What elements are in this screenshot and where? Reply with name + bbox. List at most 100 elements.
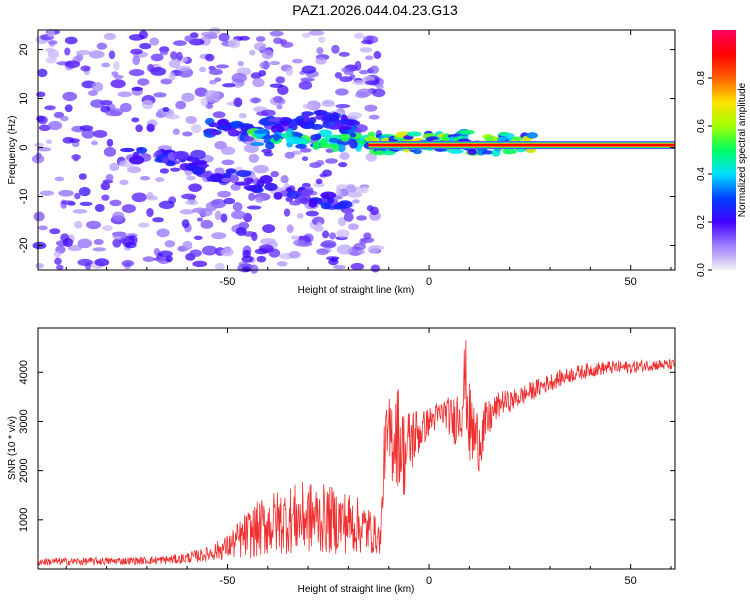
- spectrogram-cell: [249, 49, 256, 56]
- spectrogram-cell: [54, 176, 65, 182]
- spectrogram-cell: [128, 69, 145, 77]
- spectrogram-xlabel: Height of straight line (km): [298, 285, 415, 296]
- spectrogram-cell: [349, 132, 357, 138]
- spectrogram-cell: [162, 106, 170, 113]
- spectrogram-cell: [181, 92, 195, 102]
- spectrogram-cell: [208, 79, 217, 85]
- spectrogram-cell: [301, 65, 317, 74]
- spectrogram-cell: [79, 201, 93, 207]
- spectrogram-cell: [36, 147, 52, 152]
- spectrogram-cell: [283, 208, 291, 217]
- spectrogram-cell: [338, 200, 353, 209]
- colorbar-tick-label: 0.2: [696, 215, 707, 229]
- spectrogram-cell: [214, 210, 222, 221]
- colorbar-tick-label: 0.4: [696, 167, 707, 181]
- spectrogram-cell: [286, 224, 294, 234]
- spectrogram-cell: [100, 105, 111, 113]
- spectrogram-cell: [328, 123, 341, 130]
- spectrogram-cell: [370, 264, 381, 273]
- spectrogram-cell: [185, 165, 195, 171]
- spectrogram-cell: [339, 76, 353, 83]
- spectrogram-cell: [168, 72, 176, 81]
- spectrogram-cell: [184, 199, 199, 206]
- spectrogram-cell: [325, 158, 338, 164]
- chart-title: PAZ1.2026.044.04.23.G13: [292, 2, 458, 18]
- spectrogram-cell: [131, 117, 140, 123]
- spectrogram-cell: [165, 255, 173, 263]
- spectrogram-cell: [47, 28, 55, 38]
- spectrogram-cell: [243, 136, 255, 142]
- snr-xlabel: Height of straight line (km): [298, 584, 415, 595]
- spectrogram-cell: [368, 114, 380, 120]
- spectrogram-cell: [258, 244, 274, 253]
- spectrogram-cell: [101, 194, 110, 201]
- spectrogram-frame: [37, 29, 676, 271]
- spectrogram-cell: [220, 213, 228, 223]
- spectrogram-cell: [182, 240, 193, 251]
- spectrogram-cell: [354, 60, 362, 71]
- spectrogram-cell: [103, 32, 116, 41]
- spectrogram-cell: [319, 173, 328, 178]
- spectrogram-cell: [235, 226, 247, 236]
- spectrogram-cell: [77, 258, 93, 267]
- spectrogram-cell: [231, 72, 248, 83]
- spectrogram-cell: [58, 189, 74, 197]
- spectrogram-cell: [301, 188, 314, 196]
- spectrogram-cell: [231, 210, 247, 220]
- spectrogram-cell: [314, 133, 322, 140]
- spectrogram-cell: [305, 210, 319, 217]
- spectrogram-cell: [212, 111, 226, 119]
- spectrogram-cell: [36, 91, 46, 98]
- spectrogram-cell: [105, 173, 114, 181]
- spectrogram-cell: [338, 161, 348, 168]
- snr-frame: [37, 327, 676, 570]
- spectrogram-cell: [273, 95, 284, 104]
- spectrogram-cell: [288, 250, 301, 259]
- spectrogram-cell: [285, 67, 293, 77]
- spectrogram-cell: [227, 128, 238, 137]
- spectrogram-cell: [241, 255, 254, 263]
- spectrogram-cell: [299, 147, 312, 153]
- spectrogram-cell: [200, 219, 214, 229]
- spectrogram-cell: [139, 175, 151, 181]
- spectrogram-cell: [255, 196, 264, 203]
- spectrogram-cell: [336, 229, 350, 238]
- spectrogram-cell: [205, 53, 215, 62]
- spectrogram-cell: [220, 248, 234, 257]
- spectrogram-cell: [96, 42, 108, 50]
- spectrogram-cell: [166, 114, 180, 120]
- spectrogram-cell: [248, 192, 256, 201]
- spectrogram-cell: [168, 59, 181, 69]
- spectrogram-cell: [215, 64, 229, 69]
- spectrogram-cell: [158, 250, 173, 258]
- snr-ytick-label: 3000: [18, 409, 30, 433]
- spectrogram-cell: [343, 207, 353, 215]
- spectrogram-cell: [350, 262, 365, 271]
- spectrogram-cell: [273, 133, 280, 142]
- spectrogram-cell: [254, 129, 269, 134]
- spectrogram-cell: [331, 44, 340, 54]
- spectrogram-cell: [300, 77, 315, 82]
- colorbar: 0.0 0.2 0.4 0.6 0.8 Normalized spectral ampl…: [696, 30, 748, 277]
- spectrogram-cell: [74, 220, 83, 229]
- spectrogram-cell: [159, 51, 169, 56]
- colorbar-label: Normalized spectral amplitude: [737, 82, 748, 217]
- spectrogram-cell: [54, 257, 62, 265]
- spectrogram-cell: [327, 197, 335, 204]
- spectrogram-cell: [49, 228, 61, 235]
- colorbar-ticks: 0.0 0.2 0.4 0.6 0.8: [696, 71, 712, 277]
- spectrogram-cell: [111, 71, 119, 77]
- spectrogram-cell: [291, 58, 303, 64]
- spectrogram-cell: [74, 192, 81, 200]
- spectrogram-cell: [447, 149, 464, 154]
- spectrogram-cell: [259, 61, 271, 70]
- spectrogram-cell: [76, 50, 92, 56]
- spectrogram-cell: [201, 245, 218, 256]
- spectrogram-cell: [112, 211, 125, 222]
- spectrogram-cell: [159, 168, 170, 174]
- spectrogram-cell: [249, 264, 259, 274]
- snr-ytick-label: 2000: [18, 458, 30, 482]
- spectrogram-cell: [357, 249, 366, 255]
- spectrogram-cell: [359, 69, 369, 75]
- spectrogram-cell: [221, 159, 235, 166]
